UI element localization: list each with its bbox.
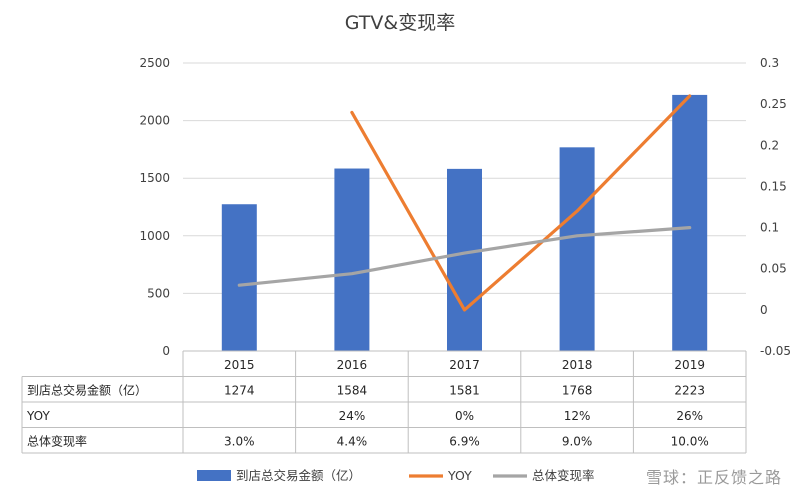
x-tick-label: 2015 bbox=[224, 358, 255, 372]
table-row-label: YOY bbox=[26, 409, 50, 423]
bar bbox=[334, 168, 370, 351]
table-cell: 24% bbox=[339, 409, 366, 423]
y-right-tick-label: 0 bbox=[760, 303, 768, 317]
y-right-tick-label: 0.15 bbox=[760, 179, 787, 193]
table-cell: 0% bbox=[455, 409, 474, 423]
y-right-tick-label: -0.05 bbox=[760, 344, 791, 358]
bar bbox=[447, 168, 482, 351]
bar bbox=[221, 204, 257, 351]
legend-label: 到店总交易金额（亿） bbox=[236, 468, 361, 483]
x-tick-label: 2016 bbox=[337, 358, 368, 372]
y-right-tick-label: 0.25 bbox=[760, 97, 787, 111]
chart-title: GTV&变现率 bbox=[344, 12, 456, 34]
table-cell: 1274 bbox=[224, 383, 255, 397]
x-tick-label: 2018 bbox=[562, 358, 593, 372]
table-cell: 1581 bbox=[449, 383, 480, 397]
y-right-tick-label: 0.1 bbox=[760, 221, 779, 235]
y-left-tick-label: 1000 bbox=[139, 229, 170, 243]
table-cell: 4.4% bbox=[337, 434, 368, 448]
y-left-tick-label: 2500 bbox=[139, 56, 170, 70]
bar bbox=[672, 94, 708, 351]
bar bbox=[559, 147, 595, 351]
y-left-tick-label: 0 bbox=[162, 344, 170, 358]
table-cell: 1584 bbox=[337, 383, 368, 397]
x-tick-label: 2019 bbox=[674, 358, 705, 372]
y-left-tick-label: 1500 bbox=[139, 171, 170, 185]
x-tick-label: 2017 bbox=[449, 358, 480, 372]
watermark: 雪球：正反馈之路 bbox=[645, 468, 782, 487]
legend-swatch-bar bbox=[197, 470, 231, 481]
y-left-tick-label: 2000 bbox=[139, 114, 170, 128]
table-cell: 12% bbox=[564, 409, 591, 423]
table-cell: 9.0% bbox=[562, 434, 593, 448]
legend-label: YOY bbox=[447, 468, 472, 483]
table-row-label: 到店总交易金额（亿） bbox=[27, 382, 147, 397]
yoy-line bbox=[350, 94, 692, 312]
y-right-tick-label: 0.05 bbox=[760, 262, 787, 276]
table-cell: 10.0% bbox=[671, 434, 709, 448]
table-cell: 6.9% bbox=[449, 434, 480, 448]
table-cell: 1768 bbox=[562, 383, 593, 397]
y-right-tick-label: 0.2 bbox=[760, 138, 779, 152]
monetization-rate-line bbox=[237, 226, 692, 287]
legend-label: 总体变现率 bbox=[532, 468, 595, 483]
table-cell: 2223 bbox=[674, 383, 705, 397]
table-row-label: 总体变现率 bbox=[27, 433, 87, 448]
y-left-tick-label: 500 bbox=[147, 286, 170, 300]
table-cell: 3.0% bbox=[224, 434, 255, 448]
table-cell: 26% bbox=[676, 409, 703, 423]
y-right-tick-label: 0.3 bbox=[760, 56, 779, 70]
